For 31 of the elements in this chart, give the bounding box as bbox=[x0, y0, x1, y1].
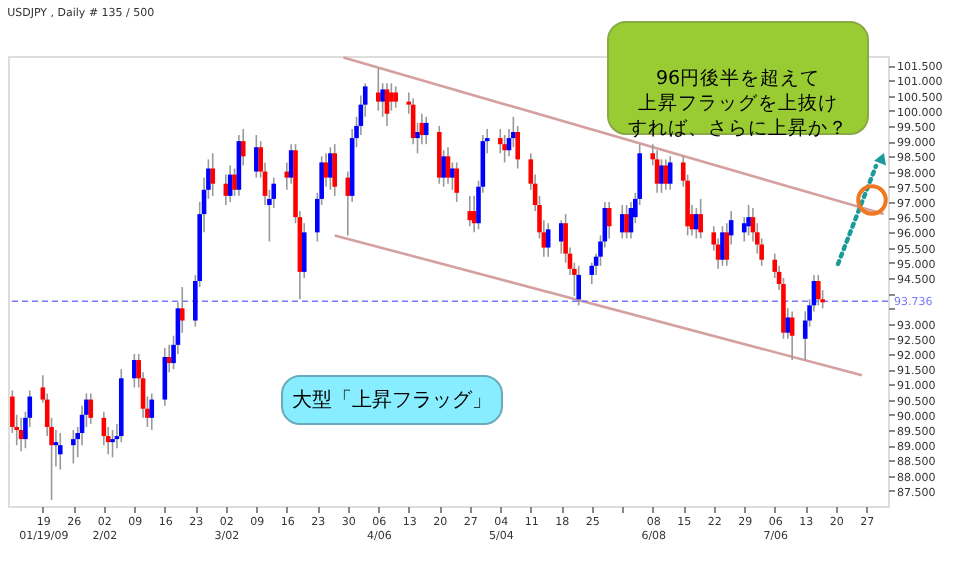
candlestick bbox=[467, 195, 473, 228]
annotation: 大型「上昇フラッグ」 bbox=[292, 388, 492, 412]
candlestick bbox=[57, 432, 63, 471]
candlestick bbox=[110, 429, 115, 459]
candlestick bbox=[88, 392, 94, 425]
candlestick bbox=[545, 222, 551, 258]
candlestick bbox=[71, 429, 76, 465]
candlestick bbox=[454, 161, 460, 203]
candlestick bbox=[720, 225, 725, 267]
candlestick bbox=[624, 204, 629, 240]
candlestick bbox=[436, 125, 442, 185]
candlestick bbox=[445, 146, 451, 185]
candlestick bbox=[515, 125, 520, 170]
candlestick bbox=[667, 155, 673, 191]
candlestick bbox=[423, 116, 429, 145]
candlestick bbox=[746, 204, 751, 237]
candlestick bbox=[576, 265, 581, 307]
candlestick bbox=[332, 143, 338, 197]
candlestick bbox=[210, 152, 216, 197]
candlestick bbox=[149, 392, 155, 431]
annotation: 96円後半を超えて上昇フラッグを上抜けすれば、さらに上昇か？ bbox=[628, 66, 848, 140]
candlestick bbox=[589, 261, 595, 285]
candlestick bbox=[393, 85, 399, 109]
candlestick bbox=[698, 198, 703, 240]
candlestick bbox=[816, 274, 821, 307]
candlestick bbox=[376, 67, 381, 112]
candlestick bbox=[502, 134, 507, 164]
candlestick bbox=[789, 310, 795, 361]
candlestick bbox=[659, 158, 664, 194]
candlestick bbox=[663, 158, 669, 191]
candlestick bbox=[497, 128, 503, 155]
